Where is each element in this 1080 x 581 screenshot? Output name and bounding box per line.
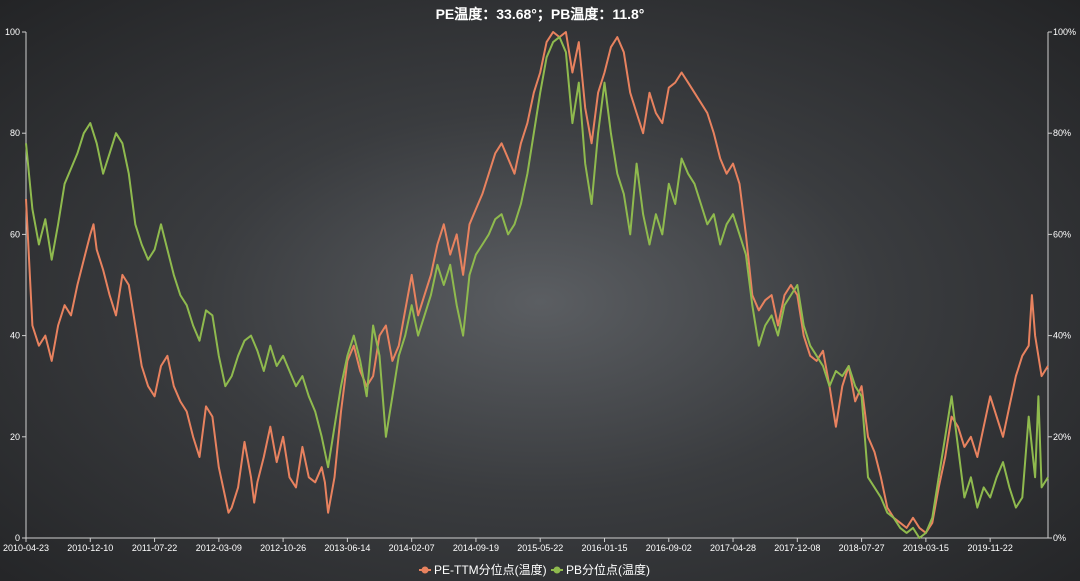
x-tick-label: 2013-06-14	[324, 543, 370, 553]
series-line-pe-ttm	[25, 31, 1049, 534]
y-tick-label-left: 80	[10, 128, 20, 138]
x-tick-label: 2014-02-07	[389, 543, 435, 553]
y-tick-label-right: 20%	[1053, 432, 1071, 442]
y-tick-label-left: 60	[10, 229, 20, 239]
legend-item-pb[interactable]: PB分位点(温度)	[551, 562, 650, 577]
y-tick-label-right: 0%	[1053, 533, 1066, 543]
x-tick-label: 2019-03-15	[903, 543, 949, 553]
x-tick-label: 2017-12-08	[774, 543, 820, 553]
x-tick-label: 2012-03-09	[196, 543, 242, 553]
x-tick-label: 2010-04-23	[3, 543, 49, 553]
x-tick-label: 2010-12-10	[67, 543, 113, 553]
y-tick-label-left: 0	[15, 533, 20, 543]
x-tick-label: 2012-10-26	[260, 543, 306, 553]
x-tick-label: 2011-07-22	[132, 543, 177, 553]
y-tick-label-right: 100%	[1053, 27, 1076, 37]
y-tick-label-left: 40	[10, 331, 20, 341]
x-tick-label: 2019-11-22	[967, 543, 1012, 553]
x-tick-label: 2018-07-27	[839, 543, 885, 553]
legend-label: PB分位点(温度)	[566, 562, 650, 577]
y-tick-label-right: 80%	[1053, 128, 1071, 138]
x-tick-label: 2016-09-02	[646, 543, 692, 553]
series-layer	[25, 31, 1049, 539]
x-tick-label: 2016-01-15	[581, 543, 627, 553]
legend-item-pe-ttm[interactable]: PE-TTM分位点(温度)	[419, 562, 547, 577]
y-tick-label-right: 40%	[1053, 331, 1071, 341]
legend-label: PE-TTM分位点(温度)	[434, 562, 547, 577]
x-tick-label: 2014-09-19	[453, 543, 499, 553]
series-line-pb	[25, 36, 1049, 539]
legend-marker-icon	[421, 566, 429, 574]
y-tick-label-right: 60%	[1053, 229, 1071, 239]
legend-marker-icon	[553, 566, 561, 574]
x-tick-label: 2017-04-28	[710, 543, 756, 553]
x-tick-label: 2015-05-22	[517, 543, 563, 553]
chart-title: PE温度：33.68°；PB温度：11.8°	[436, 6, 645, 23]
y-tick-label-left: 100	[5, 27, 20, 37]
legend[interactable]: PE-TTM分位点(温度) PB分位点(温度)	[419, 562, 650, 577]
y-tick-label-left: 20	[10, 432, 20, 442]
grid-layer: 0 20 40 60 80 100 0% 20% 40% 60% 80% 100% 2010-04-23…	[3, 27, 1076, 553]
